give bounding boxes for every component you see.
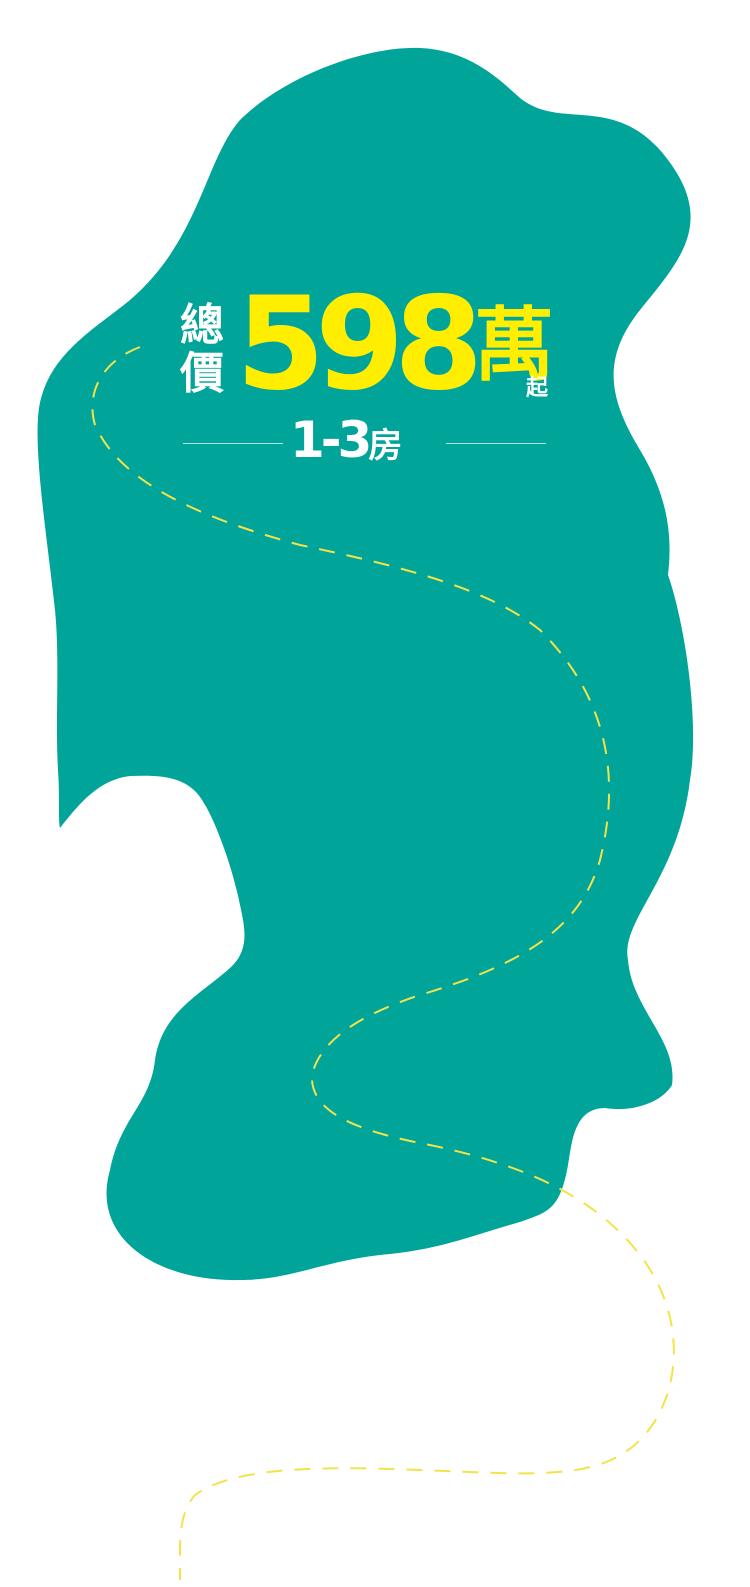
price-amount: 598 xyxy=(236,270,483,419)
room-unit: 房 xyxy=(368,426,403,466)
divider-left xyxy=(183,443,283,444)
room-range: 1-3房 xyxy=(290,410,440,482)
teal-blob-shape xyxy=(37,47,694,1281)
divider-right xyxy=(446,443,546,444)
price-suffix: 起 xyxy=(526,376,549,401)
room-range-number: 1-3 xyxy=(290,411,372,469)
price-headline: 總價 598 萬 起 1-3房 xyxy=(0,0,750,500)
dashed-route-line xyxy=(91,346,675,1581)
price-unit: 萬 xyxy=(474,299,554,392)
total-price-label: 總價 xyxy=(180,300,224,399)
